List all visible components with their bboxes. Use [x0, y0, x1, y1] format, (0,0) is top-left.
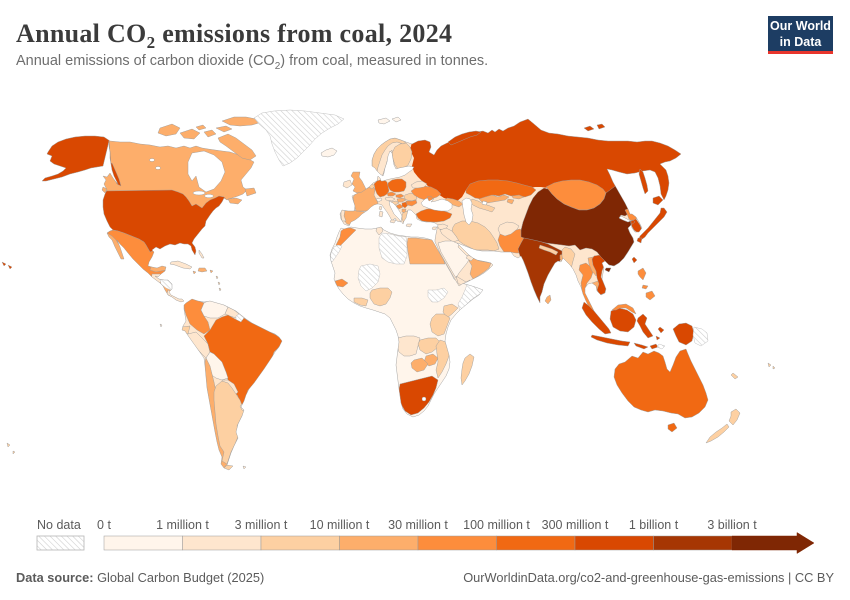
svg-text:100 million t: 100 million t — [463, 518, 530, 532]
svg-text:1 million t: 1 million t — [156, 518, 209, 532]
svg-text:300 million t: 300 million t — [542, 518, 609, 532]
svg-text:3 million t: 3 million t — [235, 518, 288, 532]
svg-text:3 billion t: 3 billion t — [707, 518, 757, 532]
svg-text:10 million t: 10 million t — [310, 518, 370, 532]
svg-text:30 million t: 30 million t — [388, 518, 448, 532]
svg-text:0 t: 0 t — [97, 518, 111, 532]
svg-text:1 billion t: 1 billion t — [629, 518, 679, 532]
svg-text:No data: No data — [37, 518, 81, 532]
